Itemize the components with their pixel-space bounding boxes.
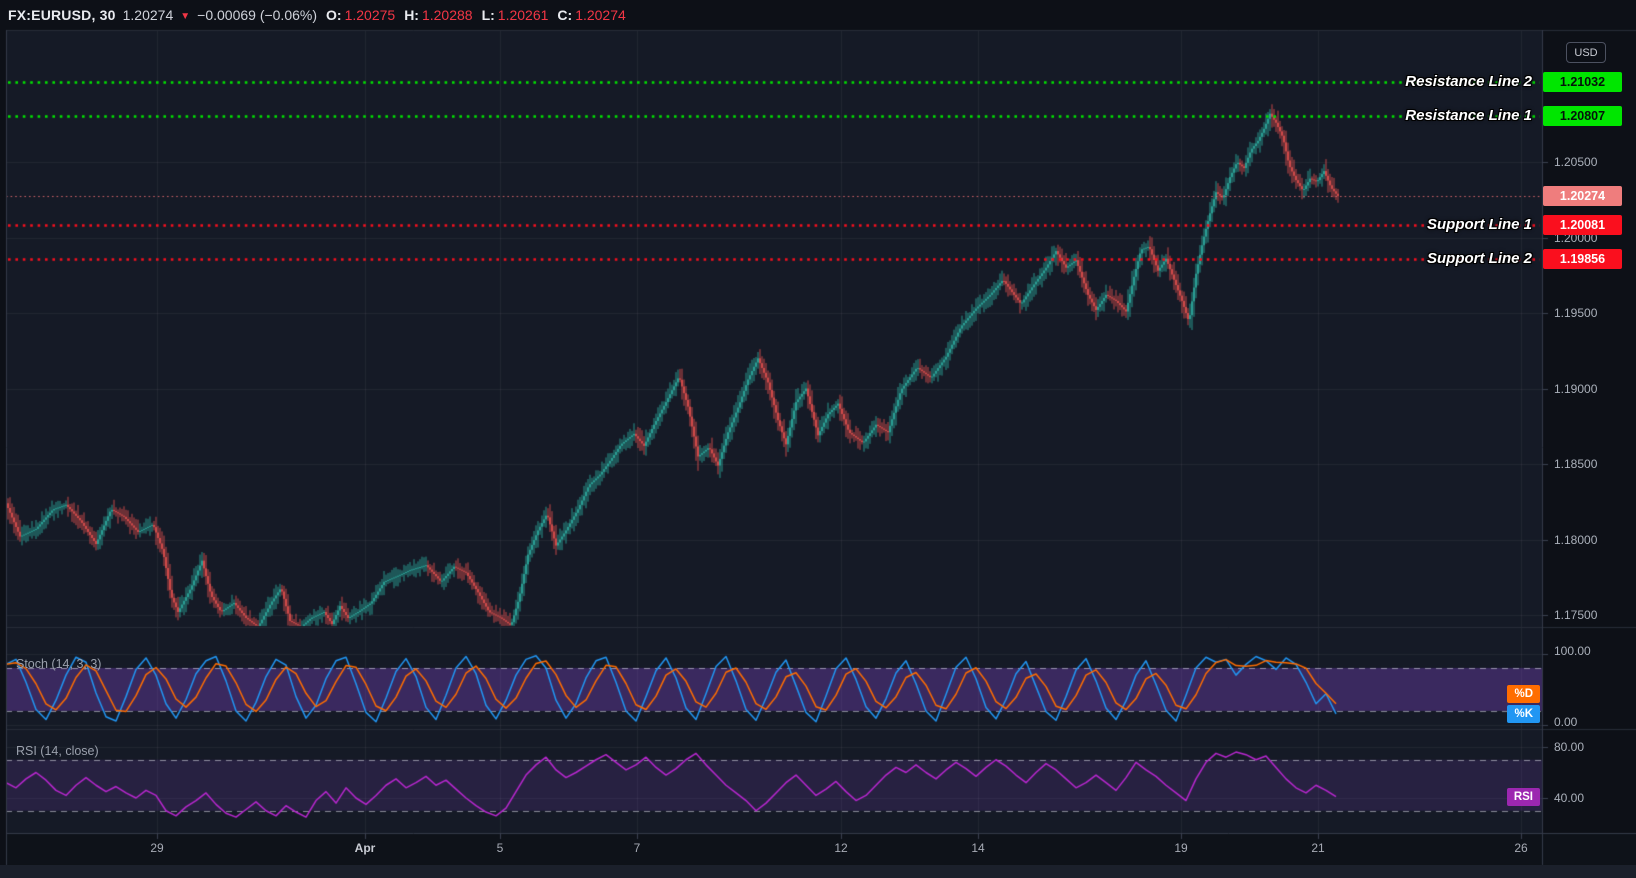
ohlc-label: O:: [326, 7, 342, 23]
ohlc-value: 1.20261: [497, 7, 549, 23]
stoch-tick-label: 100.00: [1554, 643, 1591, 658]
level-line-label[interactable]: Resistance Line 2: [1405, 72, 1532, 90]
price-tick-label: 1.18000: [1554, 532, 1598, 547]
time-tick-label: 21: [1311, 841, 1325, 855]
price-tick-label: 1.19000: [1554, 381, 1598, 396]
down-triangle-icon: ▼: [180, 10, 191, 22]
ohlc-label: L:: [481, 7, 495, 23]
level-line-label[interactable]: Resistance Line 1: [1405, 106, 1532, 124]
rsi-pane-title[interactable]: RSI (14, close): [16, 744, 99, 758]
indicator-value-badge: RSI: [1506, 787, 1540, 806]
price-tick-label: 1.19500: [1554, 306, 1598, 320]
ohlc-value: 1.20275: [344, 7, 396, 23]
stoch-tick-label: 0.00: [1554, 715, 1578, 730]
last-price-value: 1.20274: [122, 7, 174, 23]
ohlc-label: H:: [404, 7, 419, 23]
price-tick-label: 1.18500: [1554, 457, 1598, 471]
level-price-chip: 1.21032: [1543, 71, 1622, 92]
level-price-chip: 1.20807: [1543, 105, 1622, 126]
rsi-tick-label: 80.00: [1554, 740, 1585, 754]
level-line-label[interactable]: Support Line 1: [1427, 216, 1532, 234]
ohlc-row: O: 1.20275 H: 1.20288 L: 1.20261 C: 1.20274: [324, 7, 626, 23]
level-line-label[interactable]: Support Line 2: [1427, 250, 1532, 268]
last-price-chip: 1.20274: [1543, 186, 1622, 207]
stoch-pane-title[interactable]: Stoch (14, 3, 3): [16, 657, 102, 671]
ohlc-label: C:: [557, 7, 573, 23]
price-tick-label: 1.17500: [1554, 608, 1598, 622]
symbol-header: FX:EURUSD, 30 1.20274 ▼ −0.00069 (−0.06%…: [8, 5, 626, 25]
indicator-value-badge: %K: [1507, 704, 1540, 723]
bottom-strip: [0, 865, 1636, 878]
time-tick-label: 12: [834, 841, 848, 855]
time-tick-label: 26: [1514, 841, 1528, 855]
time-tick-label: 14: [971, 841, 985, 855]
ohlc-value: 1.20288: [421, 7, 473, 23]
time-tick-label: 29: [150, 841, 164, 855]
time-tick-label: 7: [633, 841, 641, 855]
ohlc-value: 1.20274: [575, 7, 626, 23]
price-change: −0.00069 (−0.06%): [197, 7, 318, 23]
time-tick-label: 5: [496, 841, 504, 855]
level-price-chip: 1.19856: [1543, 249, 1622, 270]
price-tick-label: 1.20500: [1554, 155, 1598, 169]
indicator-value-badge: %D: [1507, 685, 1540, 704]
currency-button[interactable]: USD: [1566, 42, 1606, 63]
time-tick-label: Apr: [354, 841, 376, 855]
symbol-title[interactable]: FX:EURUSD, 30: [8, 7, 116, 23]
rsi-tick-label: 40.00: [1554, 791, 1585, 805]
time-tick-label: 19: [1174, 841, 1188, 855]
level-price-chip: 1.20081: [1543, 215, 1622, 236]
